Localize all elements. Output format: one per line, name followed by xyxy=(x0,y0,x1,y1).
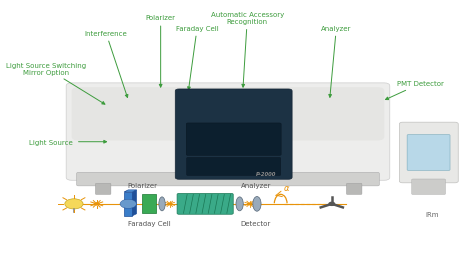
Text: Analyzer: Analyzer xyxy=(241,182,272,188)
Text: Automatic Accessory
Recognition: Automatic Accessory Recognition xyxy=(211,12,284,88)
FancyBboxPatch shape xyxy=(186,123,281,156)
FancyBboxPatch shape xyxy=(412,179,446,195)
Text: Polarizer: Polarizer xyxy=(128,182,157,188)
Circle shape xyxy=(120,199,137,209)
Text: Faraday Cell: Faraday Cell xyxy=(128,220,171,226)
FancyBboxPatch shape xyxy=(175,90,292,180)
Text: $\alpha$: $\alpha$ xyxy=(283,183,291,192)
Polygon shape xyxy=(142,195,156,213)
FancyBboxPatch shape xyxy=(177,194,233,214)
Polygon shape xyxy=(132,190,137,216)
Text: Polarizer: Polarizer xyxy=(146,15,176,88)
Text: Light Source Switching
Mirror Option: Light Source Switching Mirror Option xyxy=(7,62,105,105)
FancyBboxPatch shape xyxy=(95,184,111,195)
Text: Analyzer: Analyzer xyxy=(321,25,352,98)
Ellipse shape xyxy=(159,197,165,211)
FancyBboxPatch shape xyxy=(77,173,379,186)
Text: Detector: Detector xyxy=(240,220,271,226)
Circle shape xyxy=(93,202,100,206)
Ellipse shape xyxy=(253,197,261,211)
Polygon shape xyxy=(124,192,132,216)
Circle shape xyxy=(247,202,252,205)
Circle shape xyxy=(329,202,335,205)
Text: Faraday Cell: Faraday Cell xyxy=(176,25,219,90)
Text: PMT Detector: PMT Detector xyxy=(385,81,444,100)
Text: iRm: iRm xyxy=(426,211,439,217)
FancyBboxPatch shape xyxy=(346,184,362,195)
Polygon shape xyxy=(124,190,137,192)
Text: Light Source: Light Source xyxy=(29,139,107,145)
FancyBboxPatch shape xyxy=(66,84,390,181)
FancyBboxPatch shape xyxy=(400,123,458,183)
Circle shape xyxy=(167,202,173,205)
FancyBboxPatch shape xyxy=(72,88,384,141)
Circle shape xyxy=(65,199,83,209)
Ellipse shape xyxy=(236,197,243,211)
Text: Interference: Interference xyxy=(84,30,128,98)
FancyBboxPatch shape xyxy=(407,135,450,171)
FancyBboxPatch shape xyxy=(187,158,281,176)
Text: P-2000: P-2000 xyxy=(255,171,276,176)
